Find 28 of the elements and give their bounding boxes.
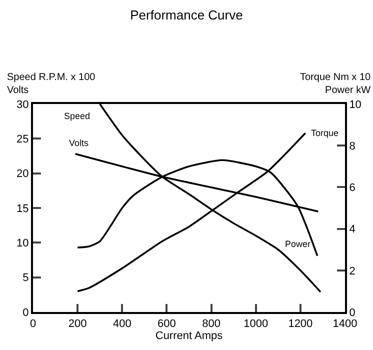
y-tick-label: 10 — [16, 238, 29, 250]
series-label: Torque — [311, 128, 339, 138]
series-label: Volts — [69, 138, 90, 148]
series-label: Speed — [64, 111, 90, 121]
y-tick-label: 25 — [16, 134, 29, 146]
y-tick-label: 20 — [16, 168, 29, 180]
y-tick-label: 15 — [16, 202, 29, 215]
y2-axis-title: Torque Nm x 10 Power kW — [300, 72, 372, 96]
x-tick-label: 1400 — [332, 318, 358, 330]
y-tick-label: 0 — [22, 306, 29, 319]
y2-tick-label: 4 — [349, 224, 356, 236]
x-axis-title: Current Amps — [155, 330, 224, 342]
chart-title: Performance Curve — [130, 8, 243, 23]
x-tick-label: 400 — [112, 318, 132, 330]
x-tick-label: 600 — [158, 318, 176, 330]
series-label: Power — [285, 239, 311, 249]
y-tick-label: 30 — [16, 98, 29, 111]
y2-tick-label: 6 — [349, 182, 356, 194]
y2-tick-label: 0 — [349, 306, 356, 319]
x-tick-label: 200 — [68, 318, 87, 330]
y2-tick-label: 8 — [349, 140, 356, 152]
y2-tick-label: 10 — [349, 98, 362, 111]
x-tick-label: 1000 — [244, 318, 268, 330]
x-tick-label: 800 — [202, 318, 220, 330]
y2-tick-label: 2 — [349, 265, 356, 278]
y-tick-label: 5 — [22, 272, 29, 284]
y-axis-title: Speed R.P.M. x 100 Volts — [7, 72, 96, 96]
x-tick-label: 1200 — [288, 318, 313, 330]
